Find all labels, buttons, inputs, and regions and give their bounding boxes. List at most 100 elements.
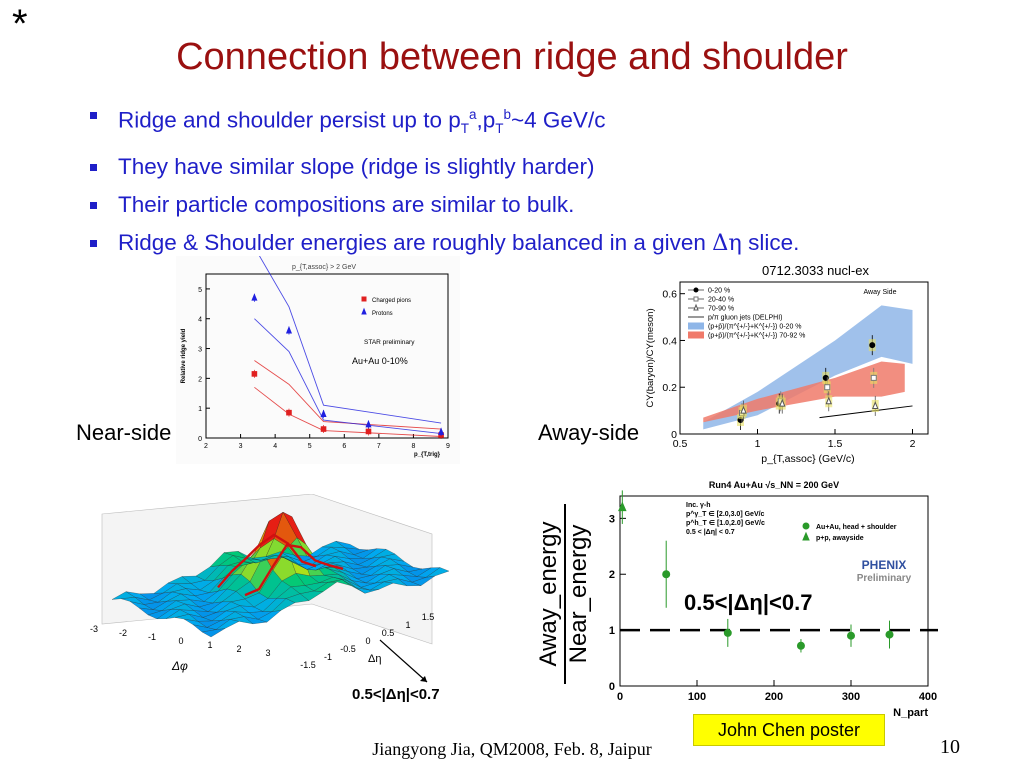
legend-label: 70-90 % (708, 306, 734, 313)
x-tick-label: 0 (178, 636, 183, 646)
legend-marker (802, 522, 810, 530)
y-tick-label: 1 (609, 625, 615, 637)
y-tick-label: 3 (198, 347, 202, 354)
x-tick-label: 7 (377, 443, 381, 450)
y-tick-label: 1 (405, 620, 410, 630)
legend-marker (693, 296, 699, 302)
x-tick-label: 4 (273, 443, 277, 450)
x-axis-label: N_part (893, 707, 928, 719)
bullet-item: Ridge & Shoulder energies are roughly ba… (90, 224, 1010, 262)
chart-background (176, 256, 460, 464)
data-point (779, 398, 786, 407)
data-point (251, 293, 258, 301)
data-point (723, 628, 732, 637)
data-point (824, 384, 831, 391)
x-tick-label: -1 (148, 632, 156, 642)
plot-frame (679, 281, 929, 435)
legend-label: Protons (372, 311, 393, 317)
x-tick-label: 3 (239, 443, 243, 450)
model-curve (254, 386, 442, 437)
y-axis-label: CY(baryon)/CY(meson) (645, 308, 656, 407)
surface-cell (335, 541, 360, 550)
slide-star: * (12, 2, 28, 46)
phenix-energy-ratio-chart: 0 1 2 3 0 100 200 300 400 Run4 Au+Au √s_NN = 200 … (609, 480, 938, 719)
legend-label: 0-20 % (708, 288, 730, 295)
x-tick-label: -3 (90, 624, 98, 634)
bullet-item: They have similar slope (ridge is slight… (90, 148, 1010, 186)
annotation: p^h_T ∈ [1.0,2.0] GeV/c (686, 519, 765, 527)
slide-title: Connection between ridge and shoulder (176, 36, 848, 78)
legend-label: p+p, awayside (816, 535, 864, 542)
y-tick-label: -1.5 (300, 660, 316, 670)
bullet-list: Ridge and shoulder persist up to pTa,pTb… (90, 96, 1010, 262)
model-curve (254, 360, 442, 430)
y-tick-label: 0 (198, 436, 202, 443)
data-point (885, 630, 894, 639)
annotation: Inc. γ-h (686, 502, 711, 509)
data-point (438, 427, 445, 435)
x-tick-label: 5 (308, 443, 312, 450)
y-tick-label: 0 (671, 429, 677, 441)
cut-arrow (379, 639, 428, 683)
x-tick-label: 200 (765, 691, 783, 703)
x-tick-label: 0.5 (673, 438, 688, 450)
y-tick-label: -1 (324, 652, 332, 662)
y-tick-label: 2 (609, 569, 615, 581)
legend-marker (361, 307, 367, 315)
data-point (251, 371, 258, 377)
bullet-item: Ridge and shoulder persist up to pTa,pTb… (90, 96, 1010, 148)
away-side-ratio-chart: 0 0.2 0.4 0.6 0.5 1 1.5 2 Away Side p_{T,assoc} (… (645, 281, 929, 465)
legend-label: Charged pions (372, 298, 411, 304)
x-tick-label: 2 (910, 438, 916, 450)
near-side-ridge-chart: 0 1 2 3 4 5 2 3 4 5 6 7 8 9 p_{T,assoc} > 2 GeV p_{T,tr… (176, 256, 460, 464)
chart-title: p_{T,assoc} > 2 GeV (292, 264, 356, 271)
legend-label: (p+p̄)/(π^{+/-}+K^{+/-}) 70-92 % (708, 333, 805, 340)
model-band (703, 361, 905, 423)
y-tick-label: 2 (198, 376, 202, 383)
data-point (870, 374, 877, 381)
data-point (825, 396, 832, 405)
x-tick-label: 100 (688, 691, 706, 703)
legend-label: p/π gluon jets (DELPHI) (708, 315, 782, 322)
annotation: p^γ_T ∈ [2.0,3.0] GeV/c (686, 510, 765, 518)
legend-label: Au+Au, head + shoulder (816, 524, 897, 531)
slide-footer: Jiangyong Jia, QM2008, Feb. 8, Jaipur (372, 739, 652, 759)
legend-swatch (688, 322, 704, 330)
y-tick-label: 0 (365, 636, 370, 646)
legend-swatch (688, 331, 704, 339)
y-tick-label: 5 (198, 287, 202, 294)
model-curve (259, 256, 442, 424)
chart-title: Run4 Au+Au √s_NN = 200 GeV (709, 480, 839, 490)
surface-cut-label: 0.5<|Δη|<0.7 (352, 686, 440, 703)
y-axis-label: Relative ridge yield (181, 328, 187, 383)
x-tick-label: 6 (342, 443, 346, 450)
x-axis-label: Δφ (171, 659, 188, 673)
x-tick-label: 3 (265, 648, 270, 658)
y-tick-label: 1 (198, 406, 202, 413)
away-side-label: Away-side (538, 420, 640, 445)
bullet-item: Their particle compositions are similar … (90, 186, 1010, 224)
data-point (869, 342, 876, 349)
legend-label: (p+p̄)/(π^{+/-}+K^{+/-}) 0-20 % (708, 324, 802, 331)
y-tick-label: -0.5 (340, 644, 356, 654)
x-tick-label: 0 (617, 691, 623, 703)
y-tick-label: 0.4 (662, 335, 677, 347)
y-tick-label: 0 (609, 681, 615, 693)
ridge-3d-surface: -3 -2 -1 0 1 2 3 -1.5 -1 -0.5 0 0.5 1 1.5 Δφ Δη (90, 494, 450, 683)
y-tick-label: 1.5 (422, 612, 435, 622)
x-tick-label: 1 (755, 438, 761, 450)
y-tick-label: 4 (198, 317, 202, 324)
data-point (285, 326, 293, 334)
legend-marker (361, 296, 367, 302)
phenix-logo: PHENIX (862, 558, 907, 572)
x-tick-label: 9 (446, 443, 450, 450)
x-tick-label: 2 (236, 644, 241, 654)
data-point (365, 419, 372, 428)
data-point (872, 401, 879, 409)
energy-ratio-label: Away_energy Near_energy (520, 498, 610, 698)
legend-marker (693, 303, 699, 311)
data-point (365, 428, 372, 435)
page-number: 10 (940, 736, 960, 758)
annotation: STAR preliminary (364, 339, 415, 346)
eta-cut-label: 0.5<|Δη|<0.7 (684, 590, 813, 615)
